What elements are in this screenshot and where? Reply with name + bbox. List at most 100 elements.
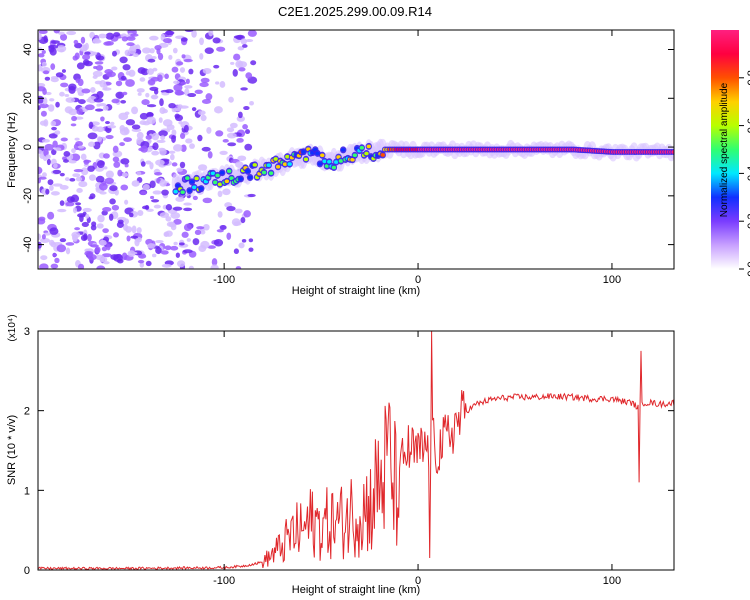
noise-blob <box>153 88 159 95</box>
noise-blob <box>137 259 145 264</box>
noise-blob <box>103 41 112 46</box>
ridge-core <box>217 182 223 187</box>
noise-blob <box>160 250 169 255</box>
noise-blob <box>68 160 77 164</box>
noise-blob <box>201 146 211 152</box>
noise-blob <box>55 101 60 108</box>
snr-panel: -100 0 100 0 1 2 3 Height of straight line (km… <box>6 314 675 596</box>
noise-blob <box>146 112 154 117</box>
noise-blob <box>238 242 245 249</box>
noise-blob <box>160 135 166 141</box>
noise-blob <box>85 213 90 219</box>
colorbar-tick-label: 0.8 <box>746 70 750 85</box>
noise-blob <box>38 176 47 180</box>
ridge-core <box>215 173 220 178</box>
noise-blob <box>38 32 42 41</box>
noise-blob <box>131 128 142 133</box>
noise-blob <box>215 81 220 85</box>
noise-blob <box>202 68 212 75</box>
noise-blob <box>105 121 111 125</box>
noise-blob <box>45 188 50 195</box>
noise-blob <box>136 171 142 176</box>
noise-blob <box>217 190 223 198</box>
noise-blob <box>186 238 191 242</box>
noise-blob <box>113 161 121 168</box>
noise-blob <box>192 238 200 246</box>
noise-blob <box>125 226 133 233</box>
noise-blob <box>71 148 76 154</box>
noise-blob <box>48 239 55 246</box>
noise-blob <box>101 253 112 258</box>
noise-blob <box>124 199 129 205</box>
noise-blob <box>196 226 205 230</box>
ridge-core <box>352 153 358 158</box>
noise-blob <box>192 195 198 201</box>
noise-blob <box>78 99 86 105</box>
spectrogram-x-label: Height of straight line (km) <box>292 285 420 297</box>
noise-blob <box>125 119 136 126</box>
noise-blob <box>65 242 75 246</box>
noise-blob <box>100 116 105 122</box>
noise-blob <box>42 70 50 75</box>
noise-blob <box>94 61 104 65</box>
noise-blob <box>91 39 102 44</box>
noise-blob <box>102 207 112 212</box>
noise-blob <box>216 46 226 52</box>
noise-blob <box>181 231 189 238</box>
noise-blob <box>109 198 116 205</box>
noise-blob <box>151 253 157 258</box>
noise-blob <box>151 132 160 141</box>
noise-blob <box>155 159 165 166</box>
ridge-core <box>322 159 327 164</box>
noise-blob <box>91 221 97 227</box>
noise-blob <box>199 53 204 60</box>
noise-blob <box>103 166 108 170</box>
ridge-core <box>275 165 281 169</box>
snr-y-tick-label: 2 <box>24 406 30 418</box>
noise-blob <box>173 80 180 85</box>
noise-blob <box>230 61 235 65</box>
noise-blob <box>191 107 197 112</box>
noise-blob <box>226 132 237 139</box>
noise-blob <box>170 224 177 231</box>
noise-blob <box>161 189 169 196</box>
noise-blob <box>180 144 187 152</box>
noise-blob <box>187 92 197 98</box>
noise-blob <box>38 177 42 184</box>
noise-blob <box>60 137 68 142</box>
ridge-core <box>287 162 292 166</box>
noise-blob <box>48 44 59 49</box>
noise-blob <box>120 75 127 81</box>
noise-blob <box>146 104 157 108</box>
noise-blob <box>80 153 87 161</box>
noise-blob <box>155 239 164 244</box>
noise-blob <box>75 202 82 206</box>
noise-blob <box>120 158 130 165</box>
noise-blob <box>183 223 192 232</box>
ridge-core <box>327 159 332 164</box>
noise-blob <box>60 33 68 41</box>
snr-y-tick-label: 1 <box>24 485 30 497</box>
figure-title: C2E1.2025.299.00.09.R14 <box>278 4 432 19</box>
noise-blob <box>47 211 55 220</box>
noise-blob <box>108 213 114 221</box>
noise-blob <box>199 37 204 46</box>
noise-blob <box>234 208 243 214</box>
noise-blob <box>103 261 110 265</box>
noise-blob <box>45 154 51 159</box>
ridge-core <box>315 151 320 156</box>
noise-blob <box>88 174 96 181</box>
noise-blob <box>38 216 46 222</box>
noise-blob <box>59 200 65 206</box>
noise-blob <box>168 102 176 109</box>
ridge-core <box>266 163 271 168</box>
noise-blob <box>59 91 65 97</box>
noise-blob <box>50 40 60 44</box>
noise-blob <box>111 204 120 211</box>
spectrogram-y-tick-label: 0 <box>22 144 34 150</box>
noise-blob <box>52 140 58 148</box>
noise-blob <box>76 108 83 115</box>
noise-blob <box>130 33 139 37</box>
noise-blob <box>38 241 42 249</box>
noise-blob <box>250 60 257 66</box>
